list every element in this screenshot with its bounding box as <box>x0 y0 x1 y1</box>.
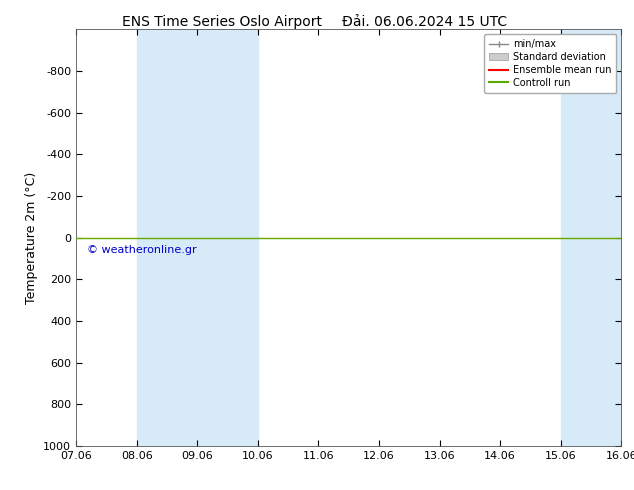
Text: © weatheronline.gr: © weatheronline.gr <box>87 245 197 255</box>
Bar <box>197 29 258 446</box>
Text: ENS Time Series Oslo Airport: ENS Time Series Oslo Airport <box>122 15 322 29</box>
Legend: min/max, Standard deviation, Ensemble mean run, Controll run: min/max, Standard deviation, Ensemble me… <box>484 34 616 93</box>
Bar <box>560 29 621 446</box>
Text: Đải. 06.06.2024 15 UTC: Đải. 06.06.2024 15 UTC <box>342 15 507 29</box>
Bar <box>137 29 197 446</box>
Y-axis label: Temperature 2m (°C): Temperature 2m (°C) <box>25 172 37 304</box>
